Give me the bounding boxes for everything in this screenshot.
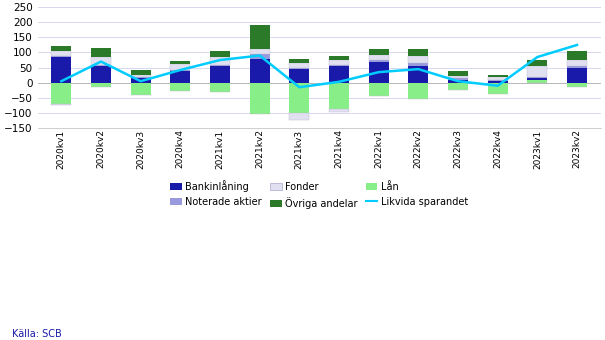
Bar — [131, 75, 151, 77]
Bar — [488, 81, 508, 83]
Bar — [329, 65, 349, 66]
Bar — [329, 66, 349, 83]
Bar — [329, 109, 349, 112]
Bar — [567, 51, 587, 60]
Bar — [289, 68, 309, 69]
Bar — [131, 70, 151, 75]
Bar — [91, 83, 111, 87]
Bar — [567, 66, 587, 68]
Bar — [369, 49, 388, 55]
Bar — [329, 56, 349, 60]
Line: Likvida sparandet: Likvida sparandet — [61, 45, 577, 87]
Bar — [369, 60, 388, 62]
Bar — [250, 25, 270, 50]
Bar — [528, 76, 548, 78]
Bar — [171, 83, 190, 91]
Bar — [369, 62, 388, 83]
Likvida sparandet — [217, 58, 224, 62]
Bar — [289, 69, 309, 83]
Bar — [408, 49, 428, 56]
Likvida sparandet — [97, 59, 105, 64]
Bar — [131, 83, 151, 95]
Bar — [488, 76, 508, 80]
Bar — [131, 77, 151, 78]
Bar — [171, 64, 190, 70]
Bar — [448, 78, 468, 80]
Bar — [51, 83, 71, 104]
Bar — [91, 48, 111, 57]
Likvida sparandet — [57, 79, 65, 83]
Bar — [369, 55, 388, 60]
Bar — [408, 66, 428, 83]
Bar — [250, 58, 270, 83]
Likvida sparandet — [574, 43, 581, 47]
Likvida sparandet — [137, 79, 145, 83]
Bar — [210, 51, 230, 57]
Bar — [289, 113, 309, 120]
Bar — [528, 66, 548, 76]
Bar — [51, 55, 71, 57]
Likvida sparandet — [296, 85, 303, 89]
Bar — [250, 83, 270, 115]
Bar — [567, 68, 587, 83]
Bar — [51, 57, 71, 83]
Bar — [329, 60, 349, 65]
Bar — [91, 66, 111, 83]
Bar — [250, 54, 270, 58]
Bar — [289, 59, 309, 63]
Legend: Bankinlåning, Noterade aktier, Fonder, Övriga andelar, Lån, Likvida sparandet: Bankinlåning, Noterade aktier, Fonder, Ö… — [170, 180, 468, 209]
Bar — [488, 80, 508, 81]
Likvida sparandet — [534, 55, 541, 59]
Bar — [289, 83, 309, 113]
Bar — [488, 83, 508, 94]
Bar — [51, 51, 71, 55]
Bar — [210, 57, 230, 65]
Likvida sparandet — [256, 53, 263, 57]
Bar — [91, 65, 111, 66]
Bar — [408, 56, 428, 63]
Bar — [448, 83, 468, 90]
Bar — [91, 57, 111, 65]
Bar — [210, 65, 230, 66]
Bar — [488, 75, 508, 76]
Likvida sparandet — [375, 70, 382, 74]
Bar — [408, 63, 428, 66]
Bar — [329, 83, 349, 109]
Likvida sparandet — [494, 84, 502, 88]
Bar — [408, 83, 428, 99]
Bar — [51, 104, 71, 105]
Bar — [210, 66, 230, 83]
Bar — [289, 63, 309, 68]
Bar — [210, 83, 230, 92]
Bar — [567, 83, 587, 87]
Bar — [567, 60, 587, 66]
Bar — [250, 50, 270, 54]
Bar — [171, 70, 190, 71]
Likvida sparandet — [335, 80, 342, 84]
Bar — [171, 71, 190, 83]
Text: Källa: SCB: Källa: SCB — [12, 328, 62, 339]
Likvida sparandet — [177, 68, 184, 72]
Likvida sparandet — [454, 79, 462, 83]
Bar — [448, 80, 468, 83]
Bar — [171, 61, 190, 64]
Bar — [131, 78, 151, 83]
Likvida sparandet — [414, 67, 422, 71]
Bar — [528, 80, 548, 83]
Bar — [369, 83, 388, 96]
Bar — [448, 76, 468, 78]
Bar — [528, 78, 548, 83]
Bar — [51, 46, 71, 51]
Bar — [448, 71, 468, 76]
Bar — [528, 60, 548, 66]
